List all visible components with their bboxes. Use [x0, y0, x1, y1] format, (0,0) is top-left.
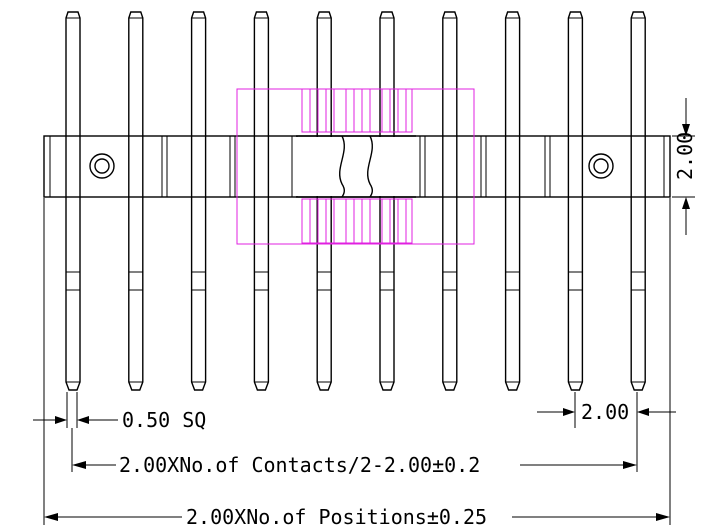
highlight-pin-lines [309, 89, 407, 243]
wavy-break-left [339, 135, 345, 198]
overall-length-label: 2.00XNo.of Positions±0.25 [186, 505, 487, 529]
mounting-hole-right [588, 153, 614, 179]
pin [442, 11, 458, 391]
pin [630, 11, 646, 391]
height-dimension-label: 2.00 [673, 132, 697, 180]
housing [43, 135, 671, 198]
pin [504, 11, 521, 391]
pin [379, 11, 395, 391]
highlight-top-pins [301, 88, 413, 133]
pin [190, 11, 207, 391]
pitch-dimension: 2.00 [537, 392, 676, 428]
pin-size-dimension: 0.50 SQ [33, 392, 206, 432]
contact-span-label: 2.00XNo.of Contacts/2-2.00±0.2 [119, 453, 480, 477]
pin [316, 11, 332, 391]
pin [253, 11, 270, 391]
pin [65, 11, 81, 391]
pin [128, 11, 144, 391]
wavy-break-right [367, 135, 373, 198]
pin [567, 11, 584, 391]
mounting-hole-left [89, 153, 115, 179]
pin-size-label: 0.50 SQ [122, 408, 206, 432]
pitch-label: 2.00 [581, 400, 629, 424]
highlight-region [236, 88, 475, 245]
height-dimension: 2.00 [672, 98, 697, 235]
contact-span-dimension: 2.00XNo.of Contacts/2-2.00±0.2 [71, 428, 638, 477]
overall-length-dimension: 2.00XNo.of Positions±0.25 [43, 198, 671, 529]
break-gap [296, 137, 416, 196]
highlight-bottom-pins [301, 198, 413, 244]
pin-group [65, 11, 646, 391]
